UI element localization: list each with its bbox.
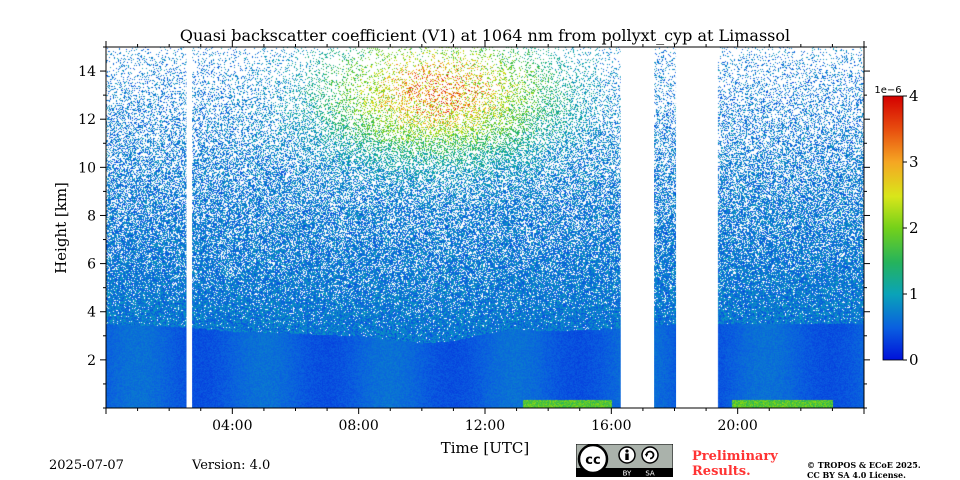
- y-tick-label: 4: [87, 305, 96, 321]
- preliminary-line-1: Preliminary: [692, 449, 778, 464]
- colorbar-tick-label: 3: [909, 153, 919, 171]
- y-tick-label: 12: [78, 112, 96, 128]
- attribution-icon: [618, 446, 636, 464]
- preliminary-results-note: Preliminary Results.: [692, 449, 778, 479]
- y-tick-label: 6: [87, 257, 96, 273]
- data-gap: [676, 47, 718, 408]
- x-tick-label: 12:00: [465, 418, 505, 434]
- colorbar-tick-label: 1: [909, 285, 919, 303]
- chart-title: Quasi backscatter coefficient (V1) at 10…: [180, 26, 790, 45]
- colorbar-tick-label: 0: [909, 351, 919, 369]
- preliminary-line-2: Results.: [692, 464, 751, 479]
- date-label: 2025-07-07: [49, 458, 124, 473]
- cc-by-sa-badge: cc BY SA: [576, 444, 673, 477]
- colorbar-tick-label: 4: [909, 87, 919, 105]
- y-tick-label: 2: [87, 353, 96, 369]
- copyright-note: © TROPOS & ECoE 2025. CC BY SA 4.0 Licen…: [807, 460, 921, 480]
- copyright-line-2: CC BY SA 4.0 License.: [807, 470, 906, 480]
- x-axis-label: Time [UTC]: [441, 439, 530, 457]
- y-tick-label: 8: [87, 208, 96, 224]
- y-tick-label: 10: [78, 160, 96, 176]
- x-tick-label: 16:00: [591, 418, 631, 434]
- colorbar-exponent: 1e−6: [874, 85, 901, 96]
- y-axis: 2 4 6 8 10 12 14: [78, 46, 870, 409]
- backscatter-heatmap: [106, 47, 864, 408]
- x-axis: 04:00 08:00 12:00 16:00 20:00: [105, 41, 865, 434]
- data-gap: [620, 47, 654, 408]
- data-gaps: [186, 47, 718, 408]
- badge-by-text: BY: [623, 470, 632, 478]
- x-tick-label: 08:00: [338, 418, 378, 434]
- colorbar-ticks: 0 1 2 3 4: [903, 87, 919, 369]
- svg-text:cc: cc: [585, 453, 600, 468]
- copyright-line-1: © TROPOS & ECoE 2025.: [807, 460, 921, 470]
- badge-sa-text: SA: [645, 470, 655, 478]
- share-alike-icon: [641, 446, 659, 464]
- y-axis-label: Height [km]: [52, 182, 70, 274]
- x-tick-label: 20:00: [717, 418, 757, 434]
- colorbar-tick-label: 2: [909, 219, 919, 237]
- data-gap: [186, 47, 192, 408]
- version-label: Version: 4.0: [192, 458, 271, 473]
- y-tick-label: 14: [78, 64, 96, 80]
- cc-icon: cc: [577, 444, 609, 475]
- x-tick-label: 04:00: [212, 418, 252, 434]
- colorbar: [882, 95, 904, 361]
